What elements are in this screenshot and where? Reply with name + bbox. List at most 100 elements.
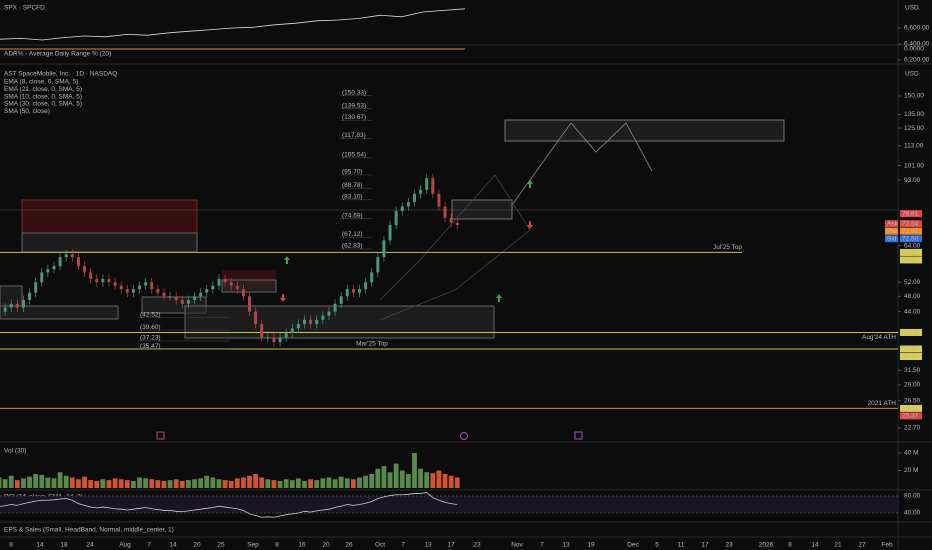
- candle-body: [58, 257, 62, 267]
- indicator-legend: SMA (50, close): [4, 108, 50, 115]
- volume-bar: [192, 479, 197, 488]
- time-label: 8: [9, 542, 13, 549]
- candle-body: [64, 254, 68, 258]
- volume-bar: [33, 474, 39, 488]
- volume-bar: [216, 479, 222, 488]
- spx-currency: USD: [905, 5, 919, 12]
- candle-body: [138, 285, 142, 290]
- zone-box: [221, 279, 277, 293]
- volume-tick-label: 20 M: [904, 467, 918, 474]
- volume-bar: [405, 474, 411, 488]
- candle-body: [21, 300, 25, 308]
- up-arrow: [496, 294, 502, 302]
- candle-body: [156, 289, 160, 293]
- fib-label: (150.33): [342, 89, 366, 96]
- volume-bar: [448, 475, 454, 488]
- time-label: 26: [345, 542, 353, 549]
- candle-body: [235, 285, 239, 290]
- volume-bar: [173, 479, 179, 488]
- candle-body: [260, 324, 264, 338]
- candle-body: [431, 178, 435, 194]
- candle-body: [9, 303, 13, 308]
- volume-bar: [179, 481, 185, 488]
- fib-label: (35.47): [140, 343, 161, 350]
- volume-bar: [332, 479, 338, 488]
- candle-body: [388, 225, 392, 241]
- candle-body: [272, 337, 276, 343]
- candle-body: [321, 315, 325, 320]
- candle-body: [180, 300, 184, 304]
- rsi-band: [0, 496, 898, 513]
- level-label: Aug'24 ATH: [862, 334, 896, 341]
- volume-bar: [442, 474, 448, 488]
- time-label: 5: [655, 542, 659, 549]
- volume-bar: [259, 477, 265, 488]
- candle-body: [370, 272, 374, 283]
- time-label: 17: [447, 542, 455, 549]
- candle-body: [89, 272, 93, 279]
- volume-bar: [198, 478, 204, 488]
- down-arrow: [280, 294, 286, 302]
- volume-bar: [167, 480, 173, 488]
- volume-bar: [412, 453, 417, 488]
- time-label: 14: [36, 542, 44, 549]
- candle-body: [101, 278, 105, 283]
- volume-bar: [69, 477, 75, 488]
- price-tag: [900, 352, 922, 360]
- volume-bar: [8, 475, 14, 488]
- time-label: 17: [701, 542, 709, 549]
- price-tag: [900, 220, 922, 228]
- price-tag-label: 35.57: [902, 346, 919, 353]
- candle-body: [351, 289, 355, 293]
- candle-body: [412, 193, 416, 203]
- time-label: 27: [858, 542, 866, 549]
- volume-bar: [344, 478, 350, 488]
- volume-bar: [51, 478, 57, 488]
- candle-body: [241, 289, 245, 297]
- price-tick-label: 64.00: [904, 242, 921, 249]
- volume-bar: [204, 475, 210, 488]
- volume-bar: [308, 479, 314, 488]
- volume-bar: [112, 478, 118, 488]
- time-label: 7: [540, 542, 544, 549]
- candle-body: [162, 292, 166, 297]
- candle-body: [83, 266, 87, 273]
- spx-tick-label: 6,400.00: [904, 41, 930, 48]
- candle-body: [174, 296, 178, 301]
- price-tick-label: 29.00: [904, 382, 921, 389]
- projection-path: [511, 122, 653, 206]
- price-tag-label: 72.54: [902, 220, 919, 227]
- candle-body: [199, 292, 203, 297]
- time-label: 18: [60, 542, 68, 549]
- time-label: 7: [401, 542, 405, 549]
- volume-bar: [2, 479, 8, 488]
- volume-bar: [277, 481, 283, 488]
- tag-prefix: Pre: [887, 228, 898, 235]
- volume-bar: [88, 480, 94, 488]
- tag-prefix: Ask: [887, 220, 899, 227]
- volume-bar: [338, 476, 344, 488]
- volume-bar: [302, 481, 307, 488]
- candle-body: [254, 311, 258, 325]
- candle-body: [333, 303, 337, 312]
- time-label: 25: [217, 542, 225, 549]
- time-label: 19: [587, 542, 595, 549]
- price-tag: [900, 227, 922, 235]
- level-label: Mar'25 Top: [356, 341, 388, 348]
- volume-bar: [186, 480, 191, 488]
- candle-body: [376, 257, 380, 273]
- adr-title: ADR% - Average Daily Range % (20): [4, 51, 111, 58]
- entry-box: [451, 199, 513, 220]
- volume-bar: [295, 478, 301, 488]
- volume-bar: [76, 479, 81, 488]
- volume-title: Vol (30): [4, 448, 26, 455]
- volume-bar: [106, 480, 112, 488]
- candle-body: [113, 282, 117, 286]
- candle-body: [266, 337, 270, 339]
- volume-bar: [234, 478, 240, 488]
- time-label: Dec: [627, 542, 639, 549]
- price-tick-label: 52.00: [904, 279, 921, 286]
- volume-bar: [363, 475, 368, 488]
- volume-bar: [369, 474, 375, 488]
